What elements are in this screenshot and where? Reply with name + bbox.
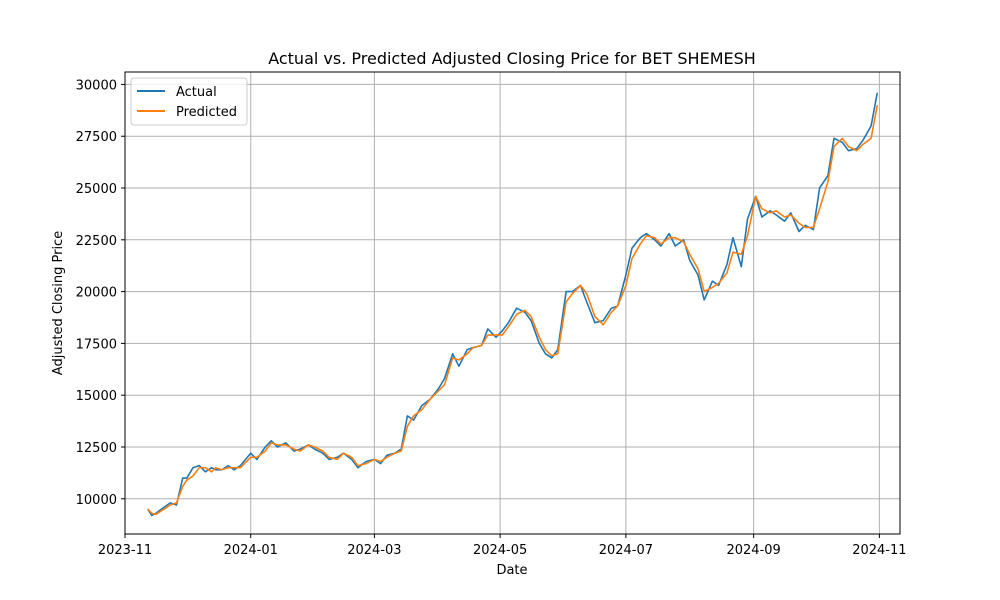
x-tick-label: 2024-03 xyxy=(347,543,401,558)
y-tick-label: 22500 xyxy=(76,234,117,249)
x-tick-label: 2023-11 xyxy=(98,543,152,558)
x-axis-label: Date xyxy=(496,563,527,578)
grid xyxy=(124,72,900,534)
y-tick-label: 27500 xyxy=(76,130,117,145)
x-tick-label: 2024-01 xyxy=(224,543,278,558)
series-line-actual xyxy=(147,92,879,517)
x-tick-label: 2024-07 xyxy=(599,543,653,558)
y-axis-ticks: 10000 12500 15000 17500 20000 22500 25000 27500… xyxy=(76,78,125,508)
y-tick-label: 10000 xyxy=(76,493,117,508)
legend-box xyxy=(130,77,248,126)
y-tick-label: 12500 xyxy=(76,441,117,456)
y-tick-label: 25000 xyxy=(76,182,117,197)
legend-label-predicted: Predicted xyxy=(176,105,237,120)
y-tick-label: 15000 xyxy=(76,389,117,404)
plot-frame xyxy=(124,71,901,535)
chart-title: Actual vs. Predicted Adjusted Closing Pr… xyxy=(268,49,756,68)
x-tick-label: 2024-11 xyxy=(852,543,906,558)
x-tick-label: 2024-05 xyxy=(473,543,527,558)
series-lines xyxy=(147,92,879,517)
legend: Actual Predicted xyxy=(130,77,248,126)
x-tick-label: 2024-09 xyxy=(726,543,780,558)
y-tick-label: 30000 xyxy=(76,78,117,93)
legend-label-actual: Actual xyxy=(176,85,217,100)
y-tick-label: 20000 xyxy=(76,286,117,301)
series-line-predicted xyxy=(147,104,879,516)
y-axis-label: Adjusted Closing Price xyxy=(51,231,66,375)
y-tick-label: 17500 xyxy=(76,337,117,352)
x-axis-ticks: 2023-11 2024-01 2024-03 2024-05 2024-07 2024-… xyxy=(98,534,907,558)
